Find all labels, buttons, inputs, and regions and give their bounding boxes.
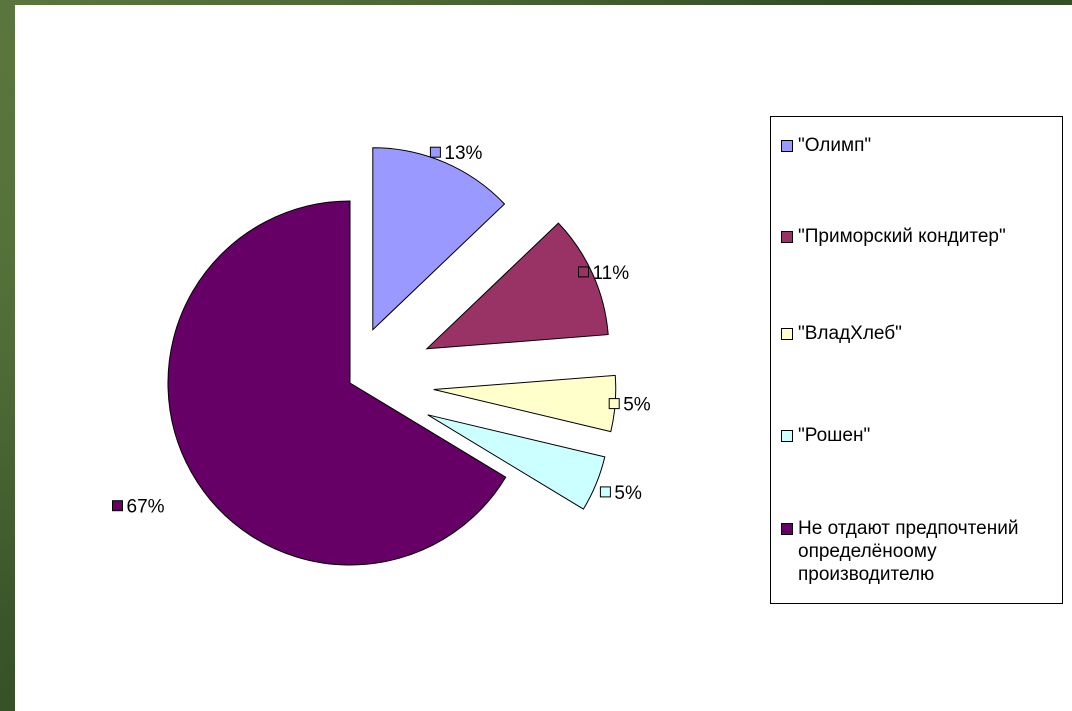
data-label-swatch [112, 500, 123, 512]
data-label-no-preference: 67% [112, 497, 165, 518]
legend-swatch [781, 231, 793, 243]
legend-label: "Рошен" [798, 425, 871, 446]
legend-item-olimp: "Олимп" [781, 134, 1061, 157]
legend-item-primorsky: "Приморский кондитер" [781, 225, 1061, 248]
pie-slice-olimp [372, 147, 506, 331]
legend-item-no-preference: Не отдают предпочтений определёноому про… [781, 517, 1061, 586]
data-label-roshen: 5% [599, 483, 642, 504]
legend-label: Не отдают предпочтений определёноому про… [798, 518, 1019, 585]
data-label-olimp: 13% [429, 143, 483, 164]
legend-label: "Приморский кондитер" [798, 226, 1006, 247]
legend-item-vladkhleb: "ВладХлеб" [781, 322, 1061, 345]
data-label-text: 5% [614, 483, 642, 504]
chart-legend: "Олимп" "Приморский кондитер" "ВладХлеб"… [770, 116, 1063, 604]
legend-label: "Олимп" [798, 135, 872, 156]
data-label-text: 67% [127, 497, 165, 518]
data-label-primorsky: 11% [578, 263, 630, 284]
data-label-vladkhleb: 5% [608, 395, 651, 416]
data-label-swatch [578, 266, 589, 278]
data-label-text: 13% [444, 143, 482, 164]
legend-swatch [781, 328, 793, 340]
data-label-swatch [608, 398, 620, 410]
pie-slice-no-preference [167, 200, 507, 566]
pie-slice-primorsky [425, 222, 609, 350]
pie-slice-roshen [427, 414, 606, 510]
legend-label: "ВладХлеб" [798, 323, 902, 344]
legend-swatch [781, 140, 793, 152]
data-label-text: 5% [623, 395, 651, 416]
legend-swatch [781, 523, 793, 535]
legend-swatch [781, 430, 793, 442]
data-label-swatch [599, 486, 611, 498]
data-label-text: 11% [593, 263, 630, 284]
legend-item-roshen: "Рошен" [781, 424, 1061, 447]
data-label-swatch [429, 146, 441, 158]
pie-chart: 13% 11% 5% 5% 67% [112, 143, 651, 566]
chart-area: 13% 11% 5% 5% 67% "Олимп" "Приморский кондит… [15, 5, 1072, 711]
